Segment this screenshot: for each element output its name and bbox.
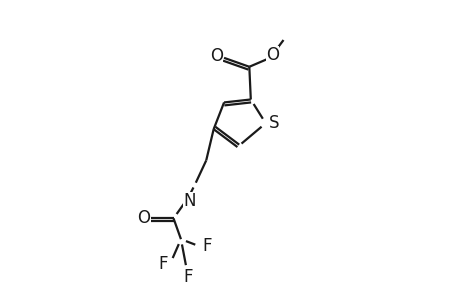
Text: S: S [268, 114, 279, 132]
Text: O: O [265, 46, 278, 64]
Text: O: O [137, 209, 150, 227]
Text: F: F [158, 254, 168, 272]
Text: F: F [202, 237, 211, 255]
Text: F: F [183, 268, 192, 286]
Text: O: O [210, 47, 223, 65]
Text: N: N [183, 191, 195, 209]
